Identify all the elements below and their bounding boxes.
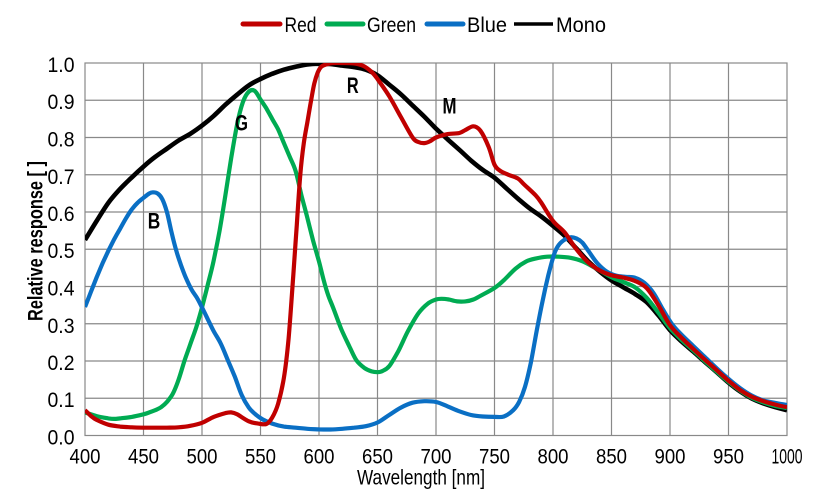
svg-text:0.4: 0.4 (48, 278, 75, 301)
svg-text:0.1: 0.1 (48, 389, 75, 412)
svg-text:0.8: 0.8 (48, 129, 75, 152)
svg-text:850: 850 (596, 446, 627, 469)
svg-text:0.3: 0.3 (48, 315, 75, 338)
svg-text:700: 700 (421, 446, 452, 469)
svg-text:0.9: 0.9 (48, 91, 75, 114)
svg-text:0.6: 0.6 (48, 203, 75, 226)
svg-text:1000: 1000 (772, 446, 803, 469)
svg-text:Mono: Mono (556, 14, 606, 37)
svg-text:550: 550 (245, 446, 276, 469)
svg-text:750: 750 (479, 446, 510, 469)
svg-text:B: B (148, 209, 161, 234)
svg-text:Red: Red (285, 14, 317, 37)
svg-text:1.0: 1.0 (48, 54, 75, 77)
svg-text:R: R (347, 73, 359, 98)
svg-text:400: 400 (70, 446, 101, 469)
svg-text:0.5: 0.5 (48, 240, 75, 263)
svg-text:M: M (443, 94, 457, 119)
svg-text:500: 500 (187, 446, 218, 469)
svg-text:Wavelength [nm]: Wavelength [nm] (357, 467, 485, 490)
svg-text:Green: Green (367, 14, 416, 37)
svg-text:0.7: 0.7 (48, 166, 75, 189)
svg-text:600: 600 (304, 446, 335, 469)
svg-text:650: 650 (362, 446, 393, 469)
svg-text:950: 950 (713, 446, 744, 469)
svg-text:800: 800 (538, 446, 569, 469)
svg-text:450: 450 (128, 446, 159, 469)
svg-text:G: G (235, 110, 248, 135)
svg-text:0.0: 0.0 (48, 427, 75, 450)
svg-text:Blue: Blue (467, 14, 507, 37)
svg-text:0.2: 0.2 (48, 352, 75, 375)
svg-text:900: 900 (655, 446, 686, 469)
svg-text:Relative response [ ]: Relative response [ ] (25, 161, 48, 321)
